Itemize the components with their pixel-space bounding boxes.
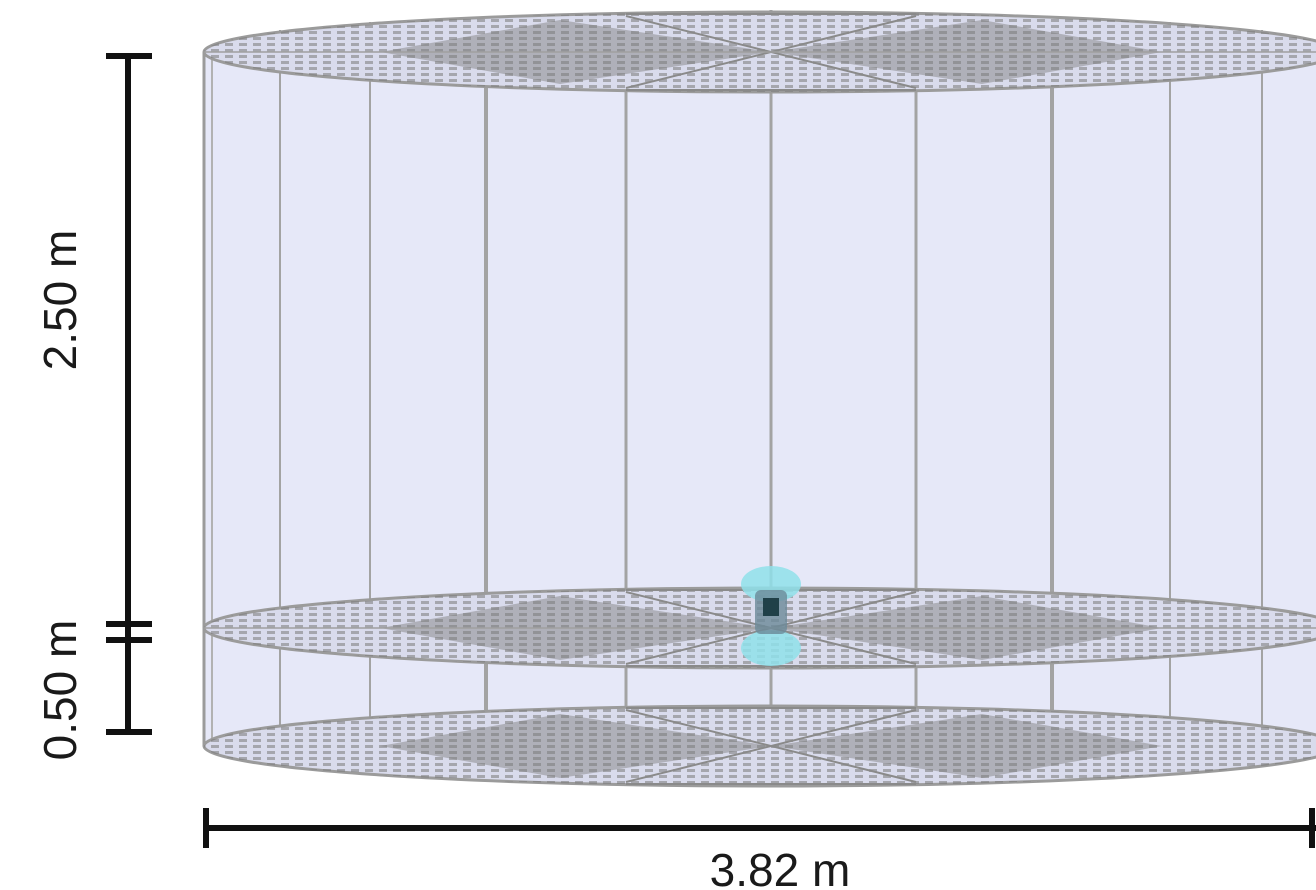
height-upper-label: 2.50 m [34, 230, 86, 371]
width-label: 3.82 m [710, 844, 851, 890]
height-dimension [106, 53, 152, 735]
width-dimension [203, 808, 1316, 848]
top-disc [202, 10, 1316, 94]
bottom-disc [202, 704, 1316, 788]
height-lower-label: 0.50 m [34, 620, 86, 761]
sensor-capsule [741, 566, 801, 666]
